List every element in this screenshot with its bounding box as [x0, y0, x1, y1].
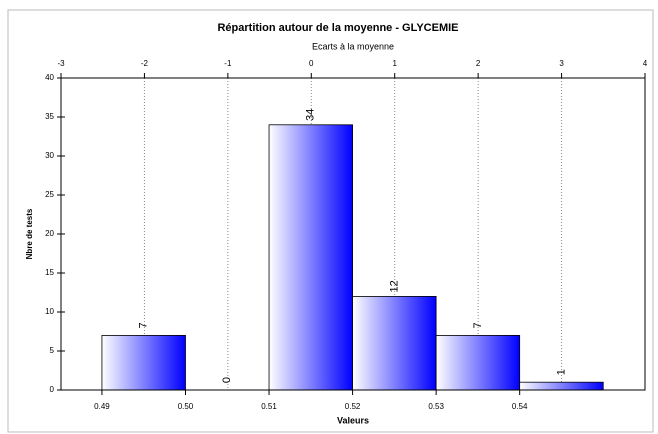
x2-tick-label: -2	[141, 59, 149, 68]
x2-tick-label: -1	[224, 59, 232, 68]
x2-tick-label: -3	[57, 59, 65, 68]
x2-tick-label: 1	[392, 59, 397, 68]
data-label: 34	[305, 109, 317, 121]
data-label: 1	[555, 369, 567, 375]
data-label: 0	[221, 377, 233, 383]
x-tick-label: 0.49	[94, 402, 110, 411]
bar	[435, 334, 521, 391]
y-tick-label: 30	[45, 151, 54, 160]
x-tick-label: 0.54	[512, 402, 528, 411]
data-label: 7	[472, 322, 484, 328]
x-tick-label: 0.52	[345, 402, 361, 411]
x-tick-label: 0.53	[428, 402, 444, 411]
data-label: 12	[388, 280, 400, 292]
x2-tick-label: 3	[559, 59, 564, 68]
y-tick-label: 25	[45, 190, 54, 199]
chart-title: Répartition autour de la moyenne - GLYCE…	[217, 22, 458, 34]
y-axis-label: Nbre de tests	[25, 208, 34, 259]
y-tick-label: 10	[45, 307, 54, 316]
x2-tick-label: 4	[643, 59, 648, 68]
y-tick-label: 5	[50, 346, 55, 355]
x-tick-label: 0.51	[261, 402, 277, 411]
y-tick-label: 15	[45, 268, 54, 277]
bar	[101, 334, 186, 391]
y-tick-label: 0	[50, 385, 55, 394]
bar	[352, 295, 437, 391]
bar	[268, 124, 353, 391]
x-tick-label: 0.50	[178, 402, 194, 411]
y-tick-label: 35	[45, 112, 54, 121]
x2-tick-label: 2	[476, 59, 481, 68]
x-axis-label: Valeurs	[337, 415, 369, 425]
y-tick-label: 20	[45, 229, 54, 238]
y-tick-label: 40	[45, 73, 54, 82]
bar	[519, 381, 604, 391]
x2-axis-label: Ecarts à la moyenne	[312, 41, 394, 51]
x2-tick-label: 0	[309, 59, 314, 68]
data-label: 7	[138, 322, 150, 328]
